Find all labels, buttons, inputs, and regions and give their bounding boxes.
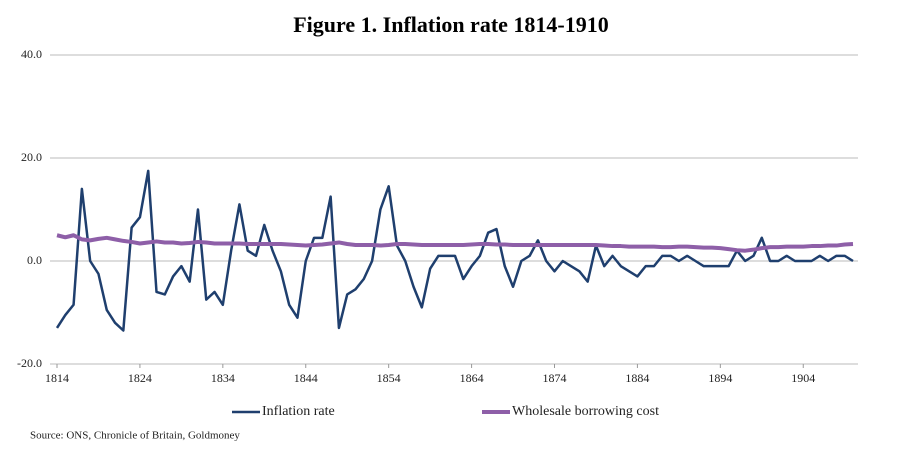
y-tick-label: 20.0	[21, 150, 42, 164]
x-tick-label: 1834	[211, 371, 235, 385]
x-tick-label: 1844	[294, 371, 318, 385]
series-line	[56, 233, 854, 253]
x-tick-label: 1864	[460, 371, 484, 385]
series-line	[55, 169, 854, 332]
x-tick-label: 1854	[377, 371, 401, 385]
x-tick-label: 1814	[45, 371, 69, 385]
source-note: Source: ONS, Chronicle of Britain, Goldm…	[30, 430, 240, 442]
legend-label: Wholesale borrowing cost	[512, 404, 659, 419]
x-tick-label: 1824	[128, 371, 152, 385]
x-tick-label: 1884	[625, 371, 649, 385]
y-tick-label: 40.0	[21, 47, 42, 61]
chart-title: Figure 1. Inflation rate 1814-1910	[293, 12, 609, 37]
y-tick-label: -20.0	[17, 356, 42, 370]
x-tick-label: 1874	[543, 371, 567, 385]
x-tick-label: 1904	[791, 371, 815, 385]
legend-label: Inflation rate	[262, 404, 335, 419]
x-tick-label: 1894	[708, 371, 732, 385]
y-tick-label: 0.0	[27, 253, 42, 267]
